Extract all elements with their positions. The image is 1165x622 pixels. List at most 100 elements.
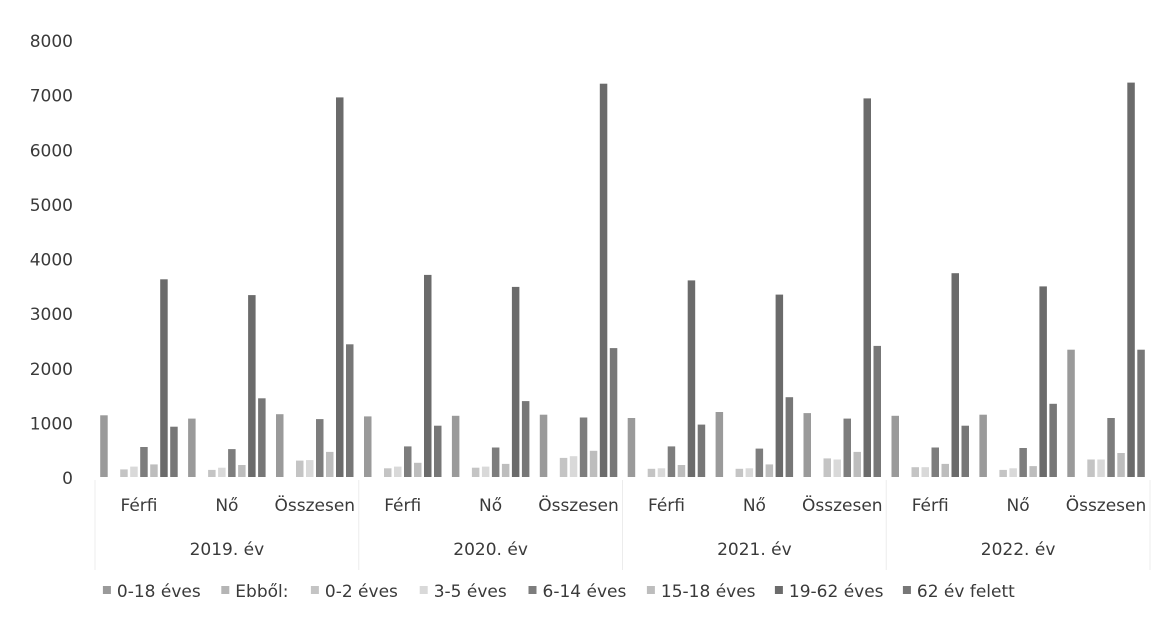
x-category-label: Nő <box>479 496 502 516</box>
bar <box>1067 349 1075 477</box>
y-tick-label: 4000 <box>30 251 73 271</box>
bar <box>394 466 402 477</box>
y-tick-label: 0 <box>62 469 73 489</box>
bar <box>140 447 148 477</box>
bar <box>1049 403 1057 477</box>
bar <box>921 467 929 477</box>
bar <box>1019 448 1027 477</box>
bar <box>891 415 899 477</box>
bar <box>306 460 314 477</box>
bar <box>941 463 949 477</box>
bar <box>511 286 520 477</box>
bar <box>979 414 987 477</box>
legend-label: 6-14 éves <box>543 582 627 602</box>
bar <box>667 446 676 477</box>
bar <box>775 294 784 477</box>
legend-label: 15-18 éves <box>661 582 756 602</box>
bar <box>951 273 959 477</box>
y-tick-label: 7000 <box>30 87 73 107</box>
bar <box>491 447 500 477</box>
bar <box>414 462 422 477</box>
bar <box>160 279 168 477</box>
legend-label: 3-5 éves <box>434 582 507 602</box>
legend-label: Ebből: <box>235 582 288 602</box>
bar <box>735 468 744 477</box>
bar <box>1009 468 1017 477</box>
legend-swatch <box>221 586 230 594</box>
x-group-label: 2021. év <box>717 540 792 560</box>
bar <box>276 414 284 477</box>
y-tick-label: 6000 <box>30 141 73 161</box>
x-group-label: 2020. év <box>453 540 528 560</box>
legend-item: 62 év felett <box>902 582 1015 602</box>
bar <box>238 465 246 477</box>
y-tick-label: 1000 <box>30 414 73 434</box>
bar <box>1127 82 1135 477</box>
bar <box>120 469 128 477</box>
legend-swatch <box>774 586 783 594</box>
bar <box>803 413 811 477</box>
x-category-label: Összesen <box>802 494 883 516</box>
bar <box>999 469 1007 477</box>
legend: 0-18 éves Ebből: 0-2 éves 3-5 éves 6-14 éves… <box>102 582 1015 602</box>
bar <box>364 416 372 477</box>
bar <box>228 449 236 477</box>
legend-item: 6-14 éves <box>528 582 627 602</box>
legend-item: Ebből: <box>221 582 288 602</box>
bar <box>1097 459 1105 477</box>
bar <box>336 97 344 478</box>
x-category-label: Férfi <box>384 496 421 516</box>
bar <box>384 468 392 477</box>
bar <box>424 274 432 477</box>
bar <box>765 464 774 477</box>
x-category-label: Férfi <box>912 496 949 516</box>
legend-label: 0-18 éves <box>117 582 201 602</box>
bars <box>100 82 1145 478</box>
bar <box>677 465 686 477</box>
legend-item: 0-18 éves <box>102 582 201 602</box>
bar <box>404 446 412 477</box>
bar <box>715 412 724 477</box>
axes: 0 1000 2000 3000 4000 5000 6000 7000 8000 <box>30 32 73 489</box>
x-category-label: Férfi <box>120 496 157 516</box>
x-category-label: Összesen <box>1066 494 1147 516</box>
bar <box>627 418 636 477</box>
bar <box>853 451 861 477</box>
bar <box>451 415 460 477</box>
bar <box>1107 418 1115 477</box>
bar <box>1029 466 1037 477</box>
legend-swatch <box>646 586 655 594</box>
bar <box>745 468 754 477</box>
bar <box>434 425 442 477</box>
bar <box>961 425 969 477</box>
bar <box>521 401 530 477</box>
legend-swatch <box>419 586 428 594</box>
bar <box>785 397 794 477</box>
x-category-label: Férfi <box>648 496 685 516</box>
bar <box>599 83 608 477</box>
bar <box>188 418 196 477</box>
bar <box>296 460 304 477</box>
bar <box>657 468 666 477</box>
bar <box>1087 459 1095 477</box>
bar <box>873 345 881 477</box>
x-group-label: 2019. év <box>190 540 265 560</box>
bar <box>911 467 919 477</box>
legend-label: 19-62 éves <box>789 582 884 602</box>
bar <box>130 466 138 477</box>
legend-swatch <box>528 586 537 594</box>
legend-item: 0-2 éves <box>310 582 398 602</box>
y-tick-label: 3000 <box>30 305 73 325</box>
bar <box>1117 453 1125 477</box>
bar <box>170 426 178 477</box>
legend-item: 3-5 éves <box>419 582 507 602</box>
bar <box>248 295 256 477</box>
bar <box>931 447 939 477</box>
bar <box>843 418 851 477</box>
legend-item: 19-62 éves <box>774 582 884 602</box>
bar <box>687 280 696 477</box>
x-category-label: Nő <box>215 496 238 516</box>
legend-swatch <box>902 586 911 594</box>
x-category-label: Összesen <box>275 494 356 516</box>
y-tick-label: 8000 <box>30 32 73 52</box>
